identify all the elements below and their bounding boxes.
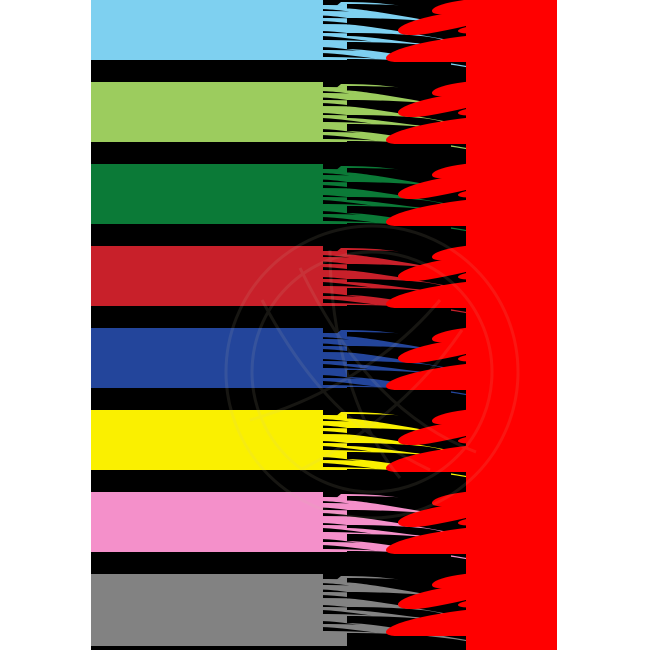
band-gap	[91, 552, 451, 574]
band-gap	[91, 60, 451, 82]
band-gap	[91, 470, 451, 492]
band-gap	[91, 306, 451, 328]
red-flame-field	[386, 0, 557, 650]
band-gap	[91, 142, 451, 164]
band-gap	[91, 388, 451, 410]
stripe-rows	[91, 0, 537, 650]
band-gap	[91, 224, 451, 246]
